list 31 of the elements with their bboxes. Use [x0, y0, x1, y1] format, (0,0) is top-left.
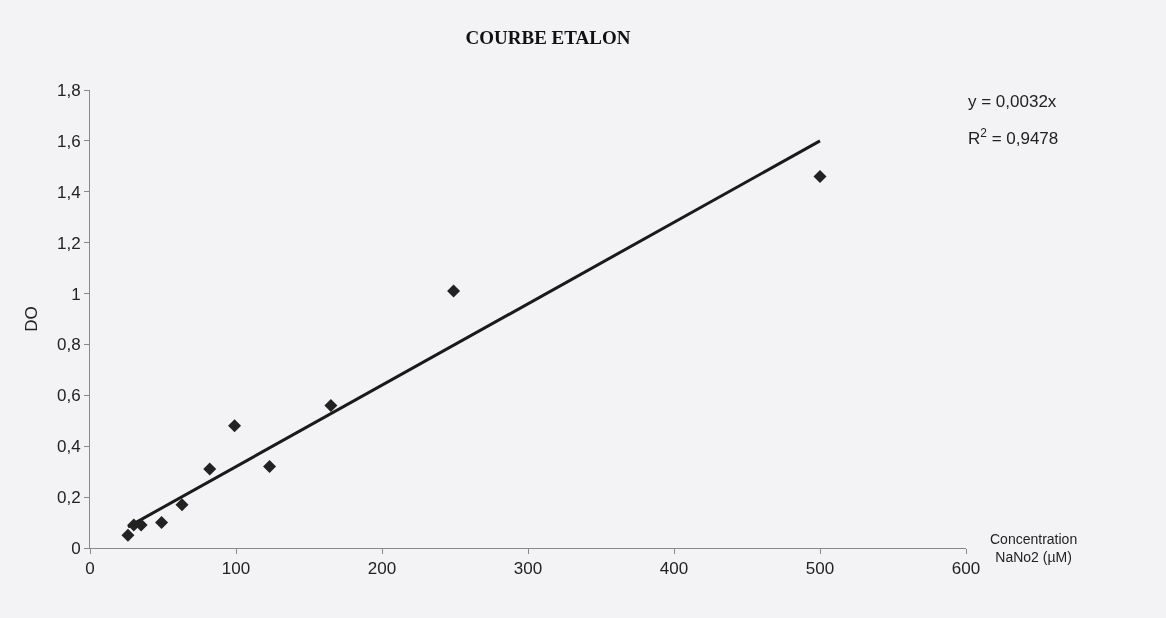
x-tick-label: 100 [221, 559, 251, 579]
point [263, 460, 277, 474]
y-tick-label: 1 [71, 284, 81, 304]
y-tick-label: 0 [71, 538, 81, 558]
point [447, 284, 461, 298]
point [155, 516, 169, 530]
y-tick-label: 1,4 [56, 182, 81, 202]
point [121, 528, 135, 542]
x-tick-label: 400 [659, 559, 689, 579]
point [203, 462, 217, 476]
y-axis-title: DO [21, 306, 41, 332]
text: R$^{2}$ = 0,9478 [968, 126, 1059, 149]
x-axis-title: Concentration NaNo2 (µM) [990, 531, 1078, 566]
x-tick-label: 500 [805, 559, 835, 579]
y-tick-label: 1,2 [56, 233, 81, 253]
x-tick-label: 300 [513, 559, 543, 579]
point [324, 399, 338, 413]
point [228, 419, 242, 433]
y-tick-label: 0,4 [56, 437, 81, 457]
y-tick-label: 1,6 [56, 131, 81, 151]
chart-title: COURBE ETALON [465, 27, 631, 49]
point [813, 170, 827, 184]
point [175, 498, 189, 512]
y-tick-label: 0,8 [56, 335, 81, 355]
y-tick-label: 0,6 [56, 386, 81, 406]
x-tick-label: 600 [951, 559, 981, 579]
x-tick-label: 0 [85, 559, 95, 579]
text: y = 0,0032x [968, 92, 1057, 111]
x-tick-label: 200 [367, 559, 397, 579]
y-tick-label: 1,8 [56, 80, 81, 100]
y-tick-label: 0,2 [56, 488, 81, 508]
